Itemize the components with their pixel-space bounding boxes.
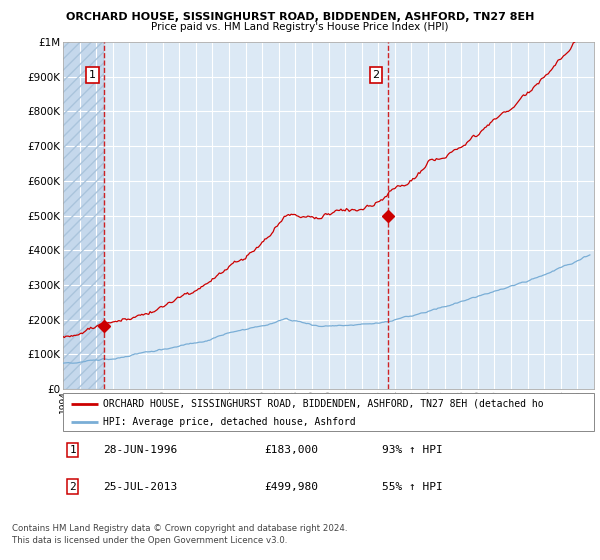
Text: This data is licensed under the Open Government Licence v3.0.: This data is licensed under the Open Gov…	[12, 536, 287, 545]
Text: 93% ↑ HPI: 93% ↑ HPI	[382, 445, 442, 455]
Text: 1: 1	[89, 70, 96, 80]
Text: Price paid vs. HM Land Registry's House Price Index (HPI): Price paid vs. HM Land Registry's House …	[151, 22, 449, 32]
Text: 55% ↑ HPI: 55% ↑ HPI	[382, 482, 442, 492]
Bar	[63, 42, 104, 389]
Text: £499,980: £499,980	[265, 482, 319, 492]
Text: £183,000: £183,000	[265, 445, 319, 455]
Bar	[63, 42, 104, 389]
Text: 2: 2	[373, 70, 380, 80]
Text: 28-JUN-1996: 28-JUN-1996	[103, 445, 177, 455]
Text: ORCHARD HOUSE, SISSINGHURST ROAD, BIDDENDEN, ASHFORD, TN27 8EH: ORCHARD HOUSE, SISSINGHURST ROAD, BIDDEN…	[66, 12, 534, 22]
Text: 1: 1	[70, 445, 76, 455]
Text: HPI: Average price, detached house, Ashford: HPI: Average price, detached house, Ashf…	[103, 417, 355, 427]
Text: ORCHARD HOUSE, SISSINGHURST ROAD, BIDDENDEN, ASHFORD, TN27 8EH (detached ho: ORCHARD HOUSE, SISSINGHURST ROAD, BIDDEN…	[103, 399, 544, 409]
Text: 25-JUL-2013: 25-JUL-2013	[103, 482, 177, 492]
Text: Contains HM Land Registry data © Crown copyright and database right 2024.: Contains HM Land Registry data © Crown c…	[12, 524, 347, 533]
Text: 2: 2	[70, 482, 76, 492]
